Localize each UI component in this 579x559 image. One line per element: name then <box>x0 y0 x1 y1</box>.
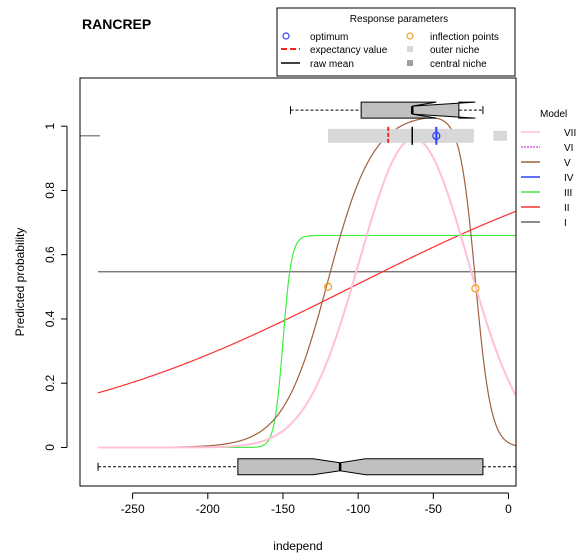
series-line-ii <box>97 210 517 394</box>
x-tick-label: -200 <box>196 502 220 516</box>
legend-label-expectancy: expectancy value <box>310 45 388 56</box>
y-tick-label: 0.6 <box>43 246 57 263</box>
presence-boxplot-box <box>360 101 476 119</box>
x-tick-label: -50 <box>425 502 443 516</box>
model-legend-label-v: V <box>564 158 571 169</box>
central-niche-bar <box>493 130 507 141</box>
y-tick-label: 0 <box>43 444 57 451</box>
presence-boxplot <box>289 101 484 119</box>
model-legend-label-vii: VII <box>564 128 576 139</box>
outer-niche-bar <box>328 128 474 143</box>
x-tick-label: -150 <box>271 502 295 516</box>
outer-niche-legend-icon <box>407 46 413 52</box>
legend-label-outer-niche: outer niche <box>430 45 480 56</box>
x-tick-label: -250 <box>121 502 145 516</box>
model-legend-label-vi: VI <box>564 143 573 154</box>
y-axis-label: Predicted probability <box>13 228 27 337</box>
legend-label-optimum: optimum <box>310 32 348 43</box>
response-legend: Response parameters optimum inflection p… <box>276 7 516 77</box>
absence-boxplot <box>97 458 517 476</box>
optimum-point <box>432 131 441 140</box>
central-niche-legend-icon <box>407 60 413 66</box>
model-legend-label-iv: IV <box>564 173 574 184</box>
series-line-vi <box>98 137 517 449</box>
response-legend-box <box>276 7 516 77</box>
inflection-point-1 <box>323 282 333 291</box>
legend-label-raw-mean: raw mean <box>310 59 354 70</box>
legend-label-central-niche: central niche <box>430 59 487 70</box>
series-line-vii <box>98 137 517 449</box>
model-legend-label-ii: II <box>564 203 570 214</box>
y-tick-label: 0.2 <box>43 375 57 392</box>
y-tick-label: 0.8 <box>43 182 57 199</box>
axes: -250 -200 -150 -100 -50 0 0 0.2 0.4 0.6 0.8 1 <box>43 123 512 516</box>
series-line-iii <box>98 234 516 449</box>
inflection-legend-icon <box>406 32 414 40</box>
model-legend-label-i: I <box>564 218 567 229</box>
model-legend-title: Model <box>540 109 567 120</box>
inflection-point-2 <box>471 284 480 293</box>
chart-title: RANCREP <box>82 16 151 32</box>
series-line-iv <box>98 137 517 449</box>
optimum-legend-icon <box>282 32 290 40</box>
plot-frame <box>79 77 517 487</box>
chart-marks <box>80 101 517 476</box>
plot-area <box>97 117 517 449</box>
series-line-v <box>98 117 517 449</box>
y-tick-label: 1 <box>43 123 57 130</box>
y-tick-label: 0.4 <box>43 310 57 327</box>
absence-boxplot-box <box>237 458 484 476</box>
legend-label-inflection: inflection points <box>430 32 499 43</box>
x-axis-label: independ <box>273 539 322 553</box>
x-tick-label: -100 <box>346 502 370 516</box>
x-tick-label: 0 <box>505 502 512 516</box>
model-legend-label-iii: III <box>564 188 572 199</box>
response-legend-title: Response parameters <box>350 14 448 25</box>
